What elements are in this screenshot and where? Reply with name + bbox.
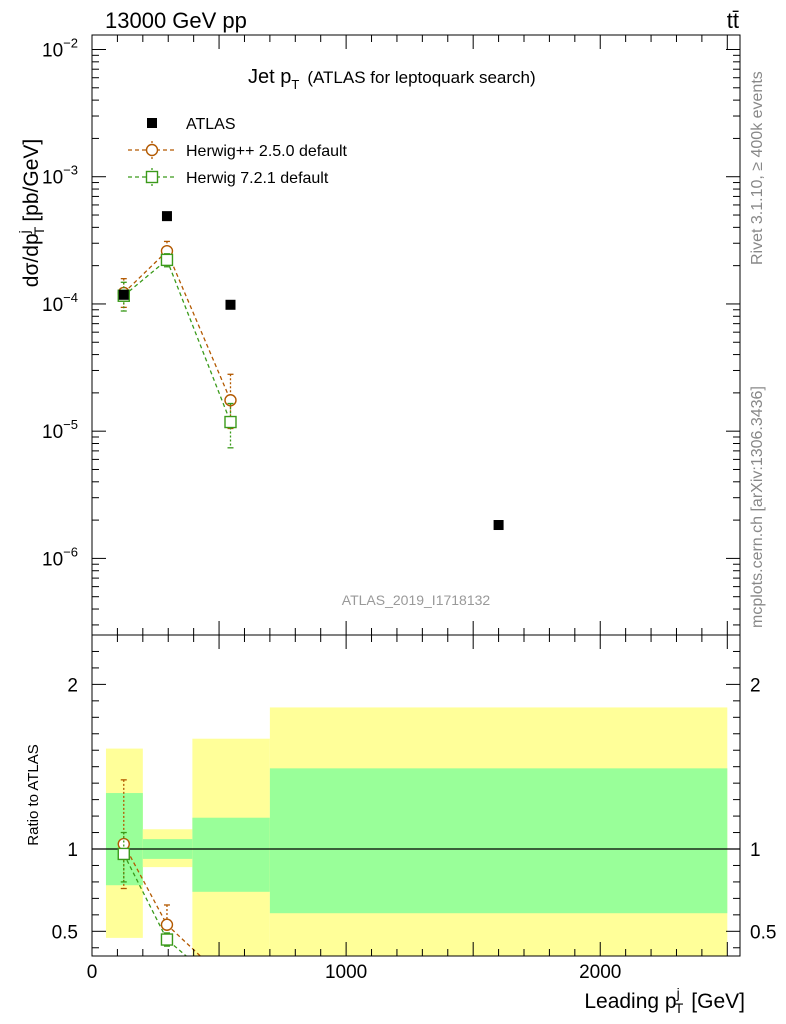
herwigpp-line [123,250,232,401]
x-tick-label: 2000 [579,962,621,983]
x-tick-label: 0 [87,962,98,983]
ratio-herwigpp-marker [160,918,174,931]
x-tick-label: 1000 [325,962,367,983]
title-main: Jet p [248,66,291,88]
legend-herwigpp-marker [145,143,159,157]
title-sub: T [291,77,299,92]
legend-atlas-label: ATLAS [186,116,236,133]
main-panel: 10−2 10−3 10−4 10−5 10−6 Jet pT (ATLAS for le… [16,34,741,636]
legend: ATLAS Herwig++ 2.5.0 default Herwig 7.2.… [128,116,348,187]
y-tick-label: 10−4 [42,290,78,316]
analysis-id: ATLAS_2019_I1718132 [342,592,491,608]
ratio-bands [105,707,728,956]
band-green [269,768,728,914]
ratio-x-ticks: 0 1000 2000 [87,635,728,983]
ratio-frame [91,634,741,957]
band-green [192,817,270,892]
main-plot-content [117,211,504,531]
legend-herwig7-marker [145,170,159,184]
y-tick-label: 10−2 [42,35,78,61]
atlas-point [118,289,129,300]
ratio-y-tick-label-left: 0.5 [52,922,78,943]
x-axis-label: Leading pj T [GeV] [584,985,745,1016]
atlas-point [225,299,236,310]
ratio-y-label: Ratio to ATLAS [25,744,42,845]
ratio-y-tick-label-left: 2 [67,675,78,696]
chart-title: Jet pT (ATLAS for leptoquark search) [248,66,536,92]
legend-herwig7-label: Herwig 7.2.1 default [186,170,329,187]
ratio-y-tick-label-left: 1 [67,840,78,861]
ratio-y-tick-label-right: 1 [750,840,761,861]
ratio-herwig7-line [123,853,188,956]
title-rest: (ATLAS for leptoquark search) [307,68,535,87]
y-tick-label: 10−6 [42,544,78,570]
y-tick-label: 10−5 [42,417,78,443]
ratio-y-tick-label-right: 0.5 [750,922,776,943]
ratio-y-ticks: 0.5 0.5 1 1 2 2 [52,650,776,949]
herwig7-marker [160,253,174,267]
herwig7-line [123,258,232,423]
main-y-ticks: 10−2 10−3 10−4 10−5 10−6 [42,35,740,626]
y-tick-label: 10−3 [42,163,78,189]
atlas-point [161,211,172,222]
energy-label: 13000 GeV pp [105,8,247,33]
legend-atlas-marker [147,118,157,128]
mcplots-label: mcplots.cern.ch [arXiv:1306.3436] [749,386,766,628]
main-x-ticks [91,35,728,635]
herwig7-marker [224,415,237,429]
ratio-y-tick-label-right: 2 [750,675,761,696]
process-label: tt̄ [727,8,739,33]
main-y-label: dσ/dpjT[pb/GeV] [16,139,47,287]
rivet-label: Rivet 3.1.10, ≥ 400k events [749,71,766,265]
legend-herwigpp-label: Herwig++ 2.5.0 default [186,143,348,160]
ratio-herwig7-marker [160,933,174,946]
ratio-series [117,779,202,956]
atlas-point [493,520,504,531]
ratio-plot-content [92,779,740,956]
ratio-panel: 0.5 0.5 1 1 2 2 0 1000 2000 Ratio to ATLAS Lead… [25,634,776,1016]
ratio-herwig7-marker [117,847,130,861]
